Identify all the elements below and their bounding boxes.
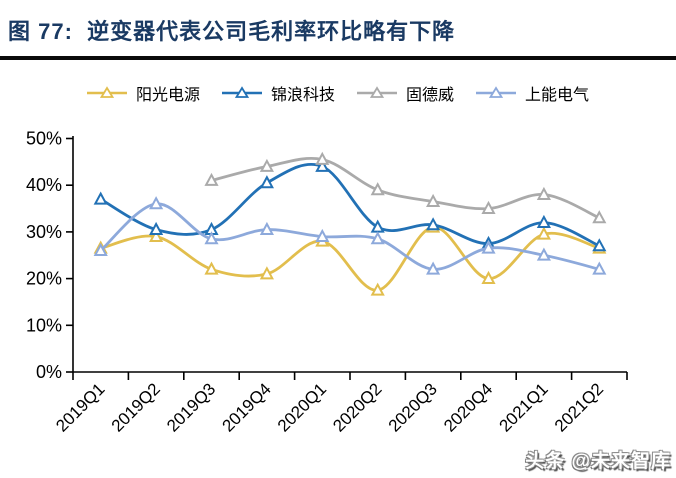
data-point-marker [315, 158, 330, 172]
legend-marker-icon [476, 86, 517, 98]
data-point-marker [315, 228, 330, 242]
data-point-marker [592, 210, 607, 224]
series-line [210, 157, 601, 220]
data-point-marker [259, 266, 274, 280]
data-point-marker [370, 231, 385, 245]
legend-marker-icon [221, 86, 262, 98]
data-point-marker [592, 238, 607, 252]
data-point-marker [536, 186, 551, 200]
y-tick-label: 30% [26, 222, 62, 242]
series-line [99, 202, 601, 271]
data-point-marker [426, 193, 441, 207]
x-tick-label: 2019Q1 [52, 379, 108, 435]
y-tick-label: 20% [26, 269, 62, 289]
legend-label: 上能电气 [525, 87, 590, 104]
x-tick-label: 2020Q2 [329, 379, 385, 435]
legend-marker-icon [86, 86, 127, 98]
data-point-marker [204, 261, 219, 275]
legend-item-3: 上能电气 [476, 81, 589, 105]
data-point-marker [259, 158, 274, 172]
data-point-marker [536, 226, 551, 240]
title-divider [0, 56, 676, 60]
data-point-marker [93, 191, 108, 205]
series-line [99, 225, 601, 292]
y-tick-label: 0% [36, 362, 62, 382]
legend-item-1: 锦浪科技 [221, 81, 335, 105]
data-point-marker [149, 221, 164, 235]
data-point-marker [204, 172, 219, 186]
data-point-marker [93, 242, 108, 256]
data-point-marker [315, 151, 330, 165]
legend-label: 固德威 [406, 87, 455, 104]
data-point-marker [481, 270, 496, 284]
figure-title: 图 77: 逆变器代表公司毛利率环比略有下降 [8, 19, 456, 44]
series-1 [93, 158, 607, 252]
data-point-marker [592, 261, 607, 275]
legend-label: 锦浪科技 [270, 87, 335, 104]
data-point-marker [370, 282, 385, 296]
data-point-marker [259, 221, 274, 235]
x-tick-label: 2020Q4 [440, 379, 496, 435]
series-2 [204, 151, 607, 224]
x-tick-label: 2021Q1 [496, 379, 552, 435]
x-tick-label: 2020Q3 [385, 379, 441, 435]
y-tick-label: 10% [26, 315, 62, 335]
series-line [99, 163, 601, 248]
data-point-marker [149, 196, 164, 210]
data-point-marker [259, 175, 274, 189]
y-tick-label: 50% [26, 129, 62, 149]
legend-item-0: 阳光电源 [86, 81, 200, 105]
data-point-marker [426, 217, 441, 231]
legend-label: 阳光电源 [135, 87, 200, 104]
y-tick-label: 40% [26, 175, 62, 195]
x-tick-label: 2019Q2 [108, 379, 164, 435]
x-tick-label: 2020Q1 [274, 379, 330, 435]
data-point-marker [149, 228, 164, 242]
series-3 [93, 196, 607, 275]
watermark: 头条 @未来智库 [525, 451, 671, 472]
chart-legend: 阳光电源 锦浪科技 固德威 上能电气 [0, 80, 676, 106]
x-tick-label: 2021Q2 [551, 379, 607, 435]
x-tick-label: 2019Q4 [219, 379, 275, 435]
data-point-marker [536, 214, 551, 228]
data-point-marker [204, 231, 219, 245]
legend-item-2: 固德威 [357, 81, 454, 105]
data-point-marker [536, 247, 551, 261]
legend-marker-icon [357, 86, 397, 98]
data-point-marker [481, 240, 496, 254]
data-point-marker [370, 182, 385, 196]
data-point-marker [481, 200, 496, 214]
x-tick-label: 2019Q3 [163, 379, 219, 435]
data-point-marker [426, 261, 441, 275]
